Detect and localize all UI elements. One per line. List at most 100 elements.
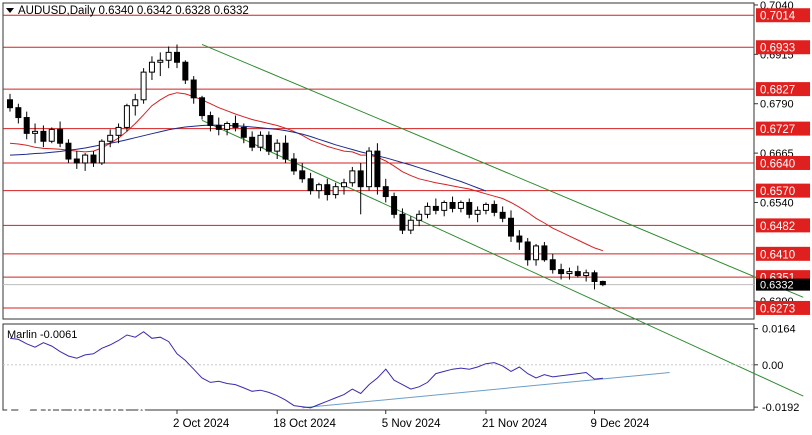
candle-bull — [257, 134, 264, 148]
level-label: 0.6410 — [760, 249, 795, 261]
candle-bear — [290, 158, 297, 172]
candle-bear — [215, 124, 222, 130]
candle-bull — [332, 186, 339, 196]
candle-bull — [140, 71, 147, 101]
watermark-name: instaforex — [44, 392, 148, 420]
candle-bear — [249, 136, 256, 148]
moving-average-line — [9, 92, 604, 252]
indicator-line — [9, 331, 603, 409]
candle-bear — [232, 122, 239, 128]
candle-bull — [32, 130, 39, 134]
instaforex-watermark: instaforex Instant Forex Trading — [6, 392, 176, 432]
candle-bear — [40, 130, 47, 142]
moving-average-line — [9, 124, 487, 192]
candle-bull — [82, 154, 89, 164]
price-tick-label: 0.6540 — [760, 197, 794, 209]
candle-bear — [432, 205, 439, 211]
candle-bull — [132, 99, 139, 107]
candle-bull — [482, 203, 489, 211]
symbol-header: AUDUSD,Daily 0.6340 0.6342 0.6328 0.6332 — [18, 5, 249, 17]
time-tick-label: 5 Nov 2024 — [382, 418, 441, 430]
level-label-box — [756, 218, 810, 233]
instaforex-logo-icon — [7, 395, 41, 429]
time-tick-label: 9 Dec 2024 — [591, 418, 650, 430]
candle-bear — [541, 245, 548, 261]
candle-bear — [391, 196, 398, 215]
candle-bull — [148, 61, 155, 73]
indicator-trendline — [302, 372, 670, 409]
candle-bull — [274, 142, 281, 152]
candle-bear — [190, 79, 197, 99]
candle-bear — [265, 134, 272, 152]
candle-bull — [416, 213, 423, 221]
level-label-box — [756, 82, 810, 97]
level-label: 0.6482 — [760, 221, 795, 233]
candle-bear — [558, 269, 565, 275]
level-lines — [3, 14, 754, 309]
price-tick-label: 0.7040 — [760, 0, 794, 12]
time-tick-label: 21 Nov 2024 — [482, 418, 548, 430]
candle-bull — [165, 51, 172, 61]
indicator-tick-label: 0.00 — [762, 360, 783, 372]
candle-bear — [23, 117, 30, 134]
level-labels: 0.7014 0.6933 0.6827 0.6727 0.6640 0.6570 0.64… — [756, 8, 810, 315]
candle-bear — [57, 128, 64, 144]
candle-bull — [566, 271, 573, 275]
candle-bull — [457, 201, 464, 209]
level-label-box — [756, 40, 810, 55]
candle-bear — [599, 280, 606, 286]
level-label-box — [756, 8, 810, 23]
candle-bear — [466, 201, 473, 215]
candle-bear — [73, 158, 80, 164]
watermark-tagline: Instant Forex Trading — [46, 419, 141, 430]
candle-bear — [182, 61, 189, 81]
candle-bear — [449, 201, 456, 209]
candle-bear — [324, 184, 331, 196]
candle-bear — [207, 115, 214, 126]
level-label-box — [756, 183, 810, 198]
candle-bear — [282, 142, 289, 160]
candle-bear — [491, 203, 498, 213]
candle-bull — [349, 170, 356, 184]
level-label: 0.7014 — [760, 11, 796, 23]
candle-bull — [48, 128, 55, 142]
level-label: 0.6727 — [760, 124, 795, 136]
main-panel — [2, 2, 755, 320]
candle-bull — [366, 150, 373, 188]
candle-bear — [174, 51, 180, 63]
candle-bull — [224, 122, 231, 130]
time-axis: 2 Oct 2024 18 Oct 2024 5 Nov 2024 21 Nov 20… — [173, 410, 650, 430]
candle-bear — [591, 272, 598, 282]
candle-bull — [107, 134, 114, 142]
candle-bear — [65, 142, 72, 160]
indicator-tick-label: 0.0164 — [762, 324, 796, 336]
candle-bear — [508, 217, 514, 237]
candle-bear — [516, 235, 523, 243]
candle-bear — [15, 107, 22, 119]
candle-bull — [157, 59, 164, 63]
candle-bear — [299, 170, 306, 180]
candle-bear — [240, 126, 247, 138]
candle-bear — [307, 178, 314, 192]
moving-averages — [9, 92, 604, 252]
candle-bull — [424, 205, 431, 215]
candle-bear — [399, 213, 406, 231]
indicator-tick-label: -0.0192 — [762, 402, 799, 414]
candle-bear — [382, 186, 389, 198]
level-label: 0.6273 — [760, 303, 795, 315]
level-label-box — [756, 300, 810, 315]
candle-bull — [474, 209, 481, 215]
indicator-label: Marlin -0.0061 — [7, 329, 77, 341]
channel-upper-line — [201, 44, 804, 298]
level-label-box — [756, 246, 810, 261]
level-label-box — [756, 155, 810, 170]
dropdown-triangle-icon[interactable] — [6, 8, 14, 13]
candle-bear — [524, 241, 531, 261]
time-tick-label: 18 Oct 2024 — [273, 418, 336, 430]
level-label: 0.6640 — [760, 158, 795, 170]
candle-bull — [533, 245, 540, 261]
candle-bear — [574, 271, 581, 277]
candle-bear — [549, 259, 556, 271]
